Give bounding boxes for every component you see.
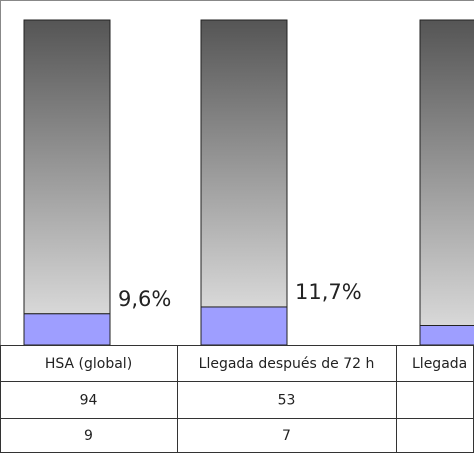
table-cell-1-0: 9 bbox=[84, 428, 93, 444]
bar-lower-1 bbox=[200, 306, 288, 346]
bar-lower-0 bbox=[23, 313, 111, 346]
table-cell-0-0: 94 bbox=[80, 393, 98, 409]
bar-upper-1 bbox=[200, 19, 288, 308]
bar-lower-2 bbox=[419, 325, 474, 346]
bar-upper-2 bbox=[419, 19, 474, 326]
bar-upper-0 bbox=[23, 19, 111, 315]
plot-area: 9,6% 11,7% bbox=[0, 0, 474, 346]
category-label-2: Llegada bbox=[412, 356, 467, 372]
percent-label-0: 9,6% bbox=[118, 287, 171, 311]
category-label-0: HSA (global) bbox=[45, 356, 132, 372]
data-table: HSA (global) Llegada después de 72 h Llega… bbox=[0, 345, 474, 453]
table-cell-1-1: 7 bbox=[282, 428, 291, 444]
table-cell-0-1: 53 bbox=[278, 393, 296, 409]
category-label-1: Llegada después de 72 h bbox=[199, 356, 375, 372]
percent-label-1: 11,7% bbox=[295, 280, 362, 304]
